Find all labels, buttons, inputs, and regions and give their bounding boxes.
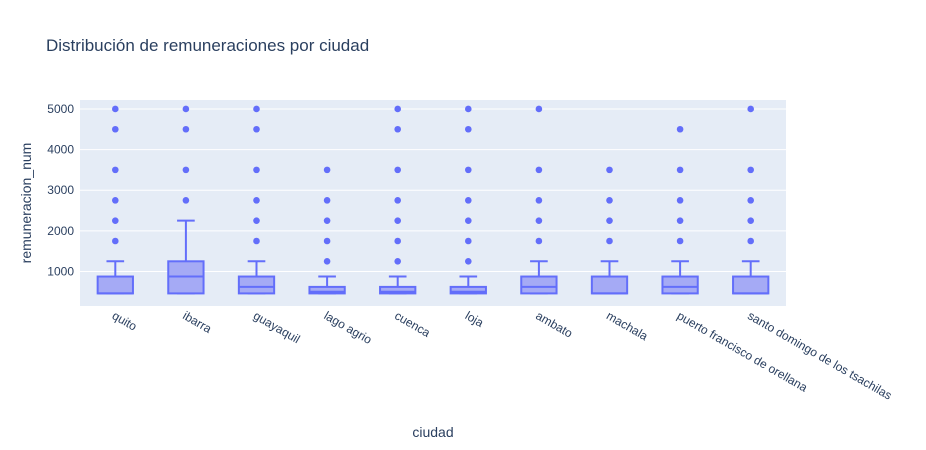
outlier-point [606, 197, 613, 204]
outlier-point [394, 125, 402, 133]
box-body [96, 275, 134, 295]
x-tick-label: ibarra [180, 308, 214, 336]
x-tick-label: puerto francisco de orellana [675, 308, 811, 394]
outlier-point [253, 105, 260, 113]
chart-title: Distribución de remuneraciones por ciuda… [46, 36, 369, 55]
box-3 [308, 166, 346, 295]
outlier-point [182, 197, 190, 204]
y-tick-label: 4000 [47, 143, 74, 157]
outlier-point [535, 105, 543, 113]
outlier-point [323, 258, 331, 265]
y-tick-label: 2000 [47, 224, 74, 238]
y-tick-label: 5000 [47, 102, 74, 116]
box-body [661, 275, 699, 295]
box-8 [661, 125, 699, 295]
box-9 [732, 105, 770, 295]
outlier-point [323, 197, 331, 204]
outlier-point [253, 237, 260, 245]
outlier-point [465, 125, 472, 133]
box-body [590, 275, 629, 295]
outlier-point [112, 237, 119, 245]
box-body [449, 285, 487, 295]
outlier-point [465, 105, 472, 113]
x-tick-label: santo domingo de los tsachilas [745, 308, 894, 402]
outlier-point [747, 105, 754, 113]
outlier-point [253, 166, 260, 174]
x-tick-label: guayaquil [251, 308, 302, 346]
outlier-point [323, 217, 331, 224]
outlier-point [253, 125, 260, 133]
outlier-point [606, 237, 613, 245]
outlier-point [535, 237, 543, 245]
outlier-point [182, 166, 190, 174]
box-body [732, 275, 770, 295]
outlier-point [394, 197, 402, 204]
outlier-point [747, 217, 754, 224]
outlier-point [112, 197, 119, 204]
outlier-point [676, 166, 684, 174]
y-axis-title: remuneracion_num [18, 143, 34, 264]
box-body [520, 275, 558, 295]
outlier-point [676, 237, 684, 245]
outlier-point [394, 105, 402, 113]
outlier-point [112, 166, 119, 174]
outlier-point [394, 237, 402, 245]
outlier-point [535, 217, 543, 224]
box-7 [590, 166, 629, 295]
box-series [96, 105, 770, 295]
outlier-point [535, 166, 543, 174]
outlier-point [253, 197, 260, 204]
y-tick-label: 1000 [47, 264, 74, 278]
box-body [379, 285, 417, 295]
outlier-point [606, 166, 613, 174]
outlier-point [465, 237, 472, 245]
outlier-point [394, 258, 402, 265]
box-2 [237, 105, 276, 295]
y-tick-label: 3000 [47, 183, 74, 197]
outlier-point [323, 166, 331, 174]
outlier-point [465, 197, 472, 204]
x-tick-label: ambato [533, 308, 575, 340]
x-tick-label: lago agrio [322, 308, 375, 347]
x-tick-label: quito [110, 308, 140, 333]
outlier-point [465, 166, 472, 174]
outlier-point [676, 217, 684, 224]
box-0 [96, 105, 134, 295]
box-6 [520, 105, 558, 295]
outlier-point [112, 217, 119, 224]
box-1 [167, 105, 205, 295]
outlier-point [747, 237, 754, 245]
outlier-point [253, 217, 260, 224]
outlier-point [112, 125, 119, 133]
outlier-point [676, 125, 684, 133]
x-axis-ticks: quito ibarra guayaquil lago agrio cuenca loja… [110, 308, 895, 402]
outlier-point [112, 105, 119, 113]
outlier-point [535, 197, 543, 204]
outlier-point [606, 217, 613, 224]
outlier-point [465, 217, 472, 224]
x-tick-label: loja [463, 308, 486, 330]
y-axis-ticks: 1000 2000 3000 4000 5000 [47, 102, 74, 279]
outlier-point [182, 125, 190, 133]
outlier-point [747, 197, 754, 204]
x-axis-title: ciudad [412, 424, 453, 440]
outlier-point [394, 166, 402, 174]
outlier-point [747, 166, 754, 174]
box-body [308, 285, 346, 295]
outlier-point [323, 237, 331, 245]
box-4 [379, 105, 417, 295]
x-tick-label: cuenca [392, 308, 433, 340]
box-body [237, 275, 276, 295]
x-tick-label: machala [604, 308, 651, 343]
outlier-point [182, 105, 190, 113]
outlier-point [676, 197, 684, 204]
box-5 [449, 105, 487, 295]
outlier-point [465, 258, 472, 265]
outlier-point [394, 217, 402, 224]
